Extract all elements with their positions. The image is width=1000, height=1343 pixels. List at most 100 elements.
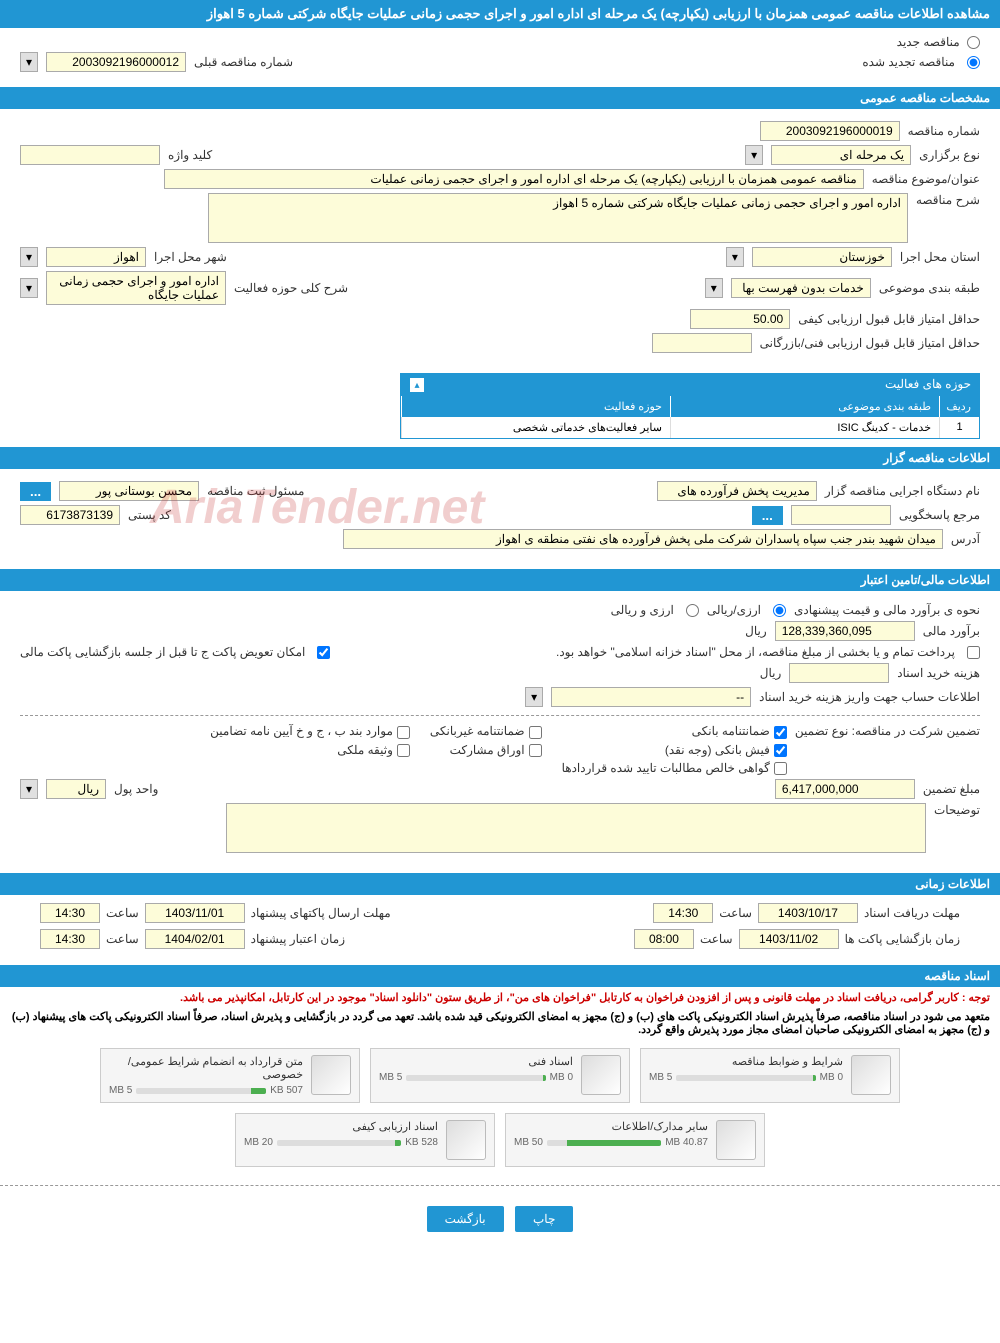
- exec-field: مدیریت پخش فرآورده های: [657, 481, 817, 501]
- folder-icon: [311, 1055, 351, 1095]
- activity-table: حوزه های فعالیت ▴ ردیف طبقه بندی موضوعی …: [400, 373, 980, 439]
- postal-field: 6173873139: [20, 505, 120, 525]
- label-submit-time: ساعت: [106, 906, 139, 920]
- label-open: زمان بازگشایی پاکت ها: [845, 932, 960, 946]
- label-contact: مرجع پاسخگویی: [899, 508, 980, 522]
- city-dropdown-icon[interactable]: ▾: [20, 247, 38, 267]
- label-valid: زمان اعتبار پیشنهاد: [251, 932, 345, 946]
- docs-notice-2: متعهد می شود در اسناد مناقصه، صرفاً پذیر…: [0, 1008, 1000, 1038]
- label-category: طبقه بندی موضوعی: [879, 281, 980, 295]
- label-min-tech: حداقل امتیاز قابل قبول ارزیابی فنی/بازرگ…: [760, 336, 980, 350]
- doc-title: اسناد ارزیابی کیفی: [244, 1120, 438, 1133]
- radio-new-tender[interactable]: [967, 36, 980, 49]
- valid-time: 14:30: [40, 929, 100, 949]
- label-exec: نام دستگاه اجرایی مناقصه گزار: [825, 484, 980, 498]
- check-payment-note[interactable]: [967, 646, 980, 659]
- currency-unit-field: ریال: [46, 779, 106, 799]
- section-general: شماره مناقصه 2003092196000019 نوع برگزار…: [0, 109, 1000, 365]
- section-organizer: نام دستگاه اجرایی مناقصه گزار مدیریت پخش…: [0, 469, 1000, 561]
- valid-date: 1404/02/01: [145, 929, 245, 949]
- g-bank: ضمانتنامه بانکی: [692, 724, 770, 738]
- cell-cat: خدمات - کدینگ ISIC: [670, 417, 939, 438]
- resp-browse-button[interactable]: ...: [20, 482, 51, 501]
- tender-type-radios: مناقصه جدید مناقصه تجدید شده شماره مناقص…: [0, 28, 1000, 79]
- g-property: وثیقه ملکی: [337, 743, 393, 757]
- currency-dropdown-icon[interactable]: ▾: [20, 779, 38, 799]
- docs-notice-1: توجه : کاربر گرامی، دریافت اسناد در مهلت…: [0, 987, 1000, 1008]
- cell-field: سایر فعالیت‌های خدماتی شخصی: [401, 417, 670, 438]
- progress-bar: [547, 1140, 661, 1146]
- prev-number-dropdown-icon[interactable]: ▾: [20, 52, 38, 72]
- doc-title: اسناد فنی: [379, 1055, 573, 1068]
- check-securities[interactable]: [529, 744, 542, 757]
- account-field: --: [551, 687, 751, 707]
- account-dropdown-icon[interactable]: ▾: [525, 687, 543, 707]
- field-desc-field: اداره امور و اجرای حجمی زمانی عملیات جای…: [46, 271, 226, 305]
- g-items: موارد بند ب ، ج و خ آیین نامه تضامین: [210, 724, 393, 738]
- province-dropdown-icon[interactable]: ▾: [726, 247, 744, 267]
- doc-max: 20 MB: [244, 1137, 273, 1148]
- radio-mixed[interactable]: [686, 604, 699, 617]
- radio-currency[interactable]: [773, 604, 786, 617]
- contact-field[interactable]: [791, 505, 891, 525]
- doc-card[interactable]: اسناد ارزیابی کیفی 528 KB 20 MB: [235, 1113, 495, 1167]
- col-field: حوزه فعالیت: [401, 396, 670, 417]
- label-guarantee-amount: مبلغ تضمین: [923, 782, 980, 796]
- check-items[interactable]: [397, 726, 410, 739]
- category-dropdown-icon[interactable]: ▾: [705, 278, 723, 298]
- doc-title: سایر مدارک/اطلاعات: [514, 1120, 708, 1133]
- doc-cost-field[interactable]: [789, 663, 889, 683]
- label-guarantee-type: تضمین شرکت در مناقصه: نوع تضمین: [795, 724, 980, 738]
- doc-size: 40.87 MB: [665, 1137, 708, 1148]
- doc-size: 0 MB: [820, 1072, 843, 1083]
- estimate-field: 128,339,360,095: [775, 621, 915, 641]
- doc-max: 5 MB: [649, 1072, 672, 1083]
- collapse-icon[interactable]: ▴: [409, 377, 425, 393]
- label-doc-cost: هزینه خرید اسناد: [897, 666, 980, 680]
- address-field: میدان شهید بندر جنب سپاه پاسداران شرکت م…: [343, 529, 943, 549]
- open-date: 1403/11/02: [739, 929, 839, 949]
- separator-2: [0, 1185, 1000, 1186]
- type-dropdown-icon[interactable]: ▾: [745, 145, 763, 165]
- label-tender-number: شماره مناقصه: [908, 124, 980, 138]
- min-tech-field[interactable]: [652, 333, 752, 353]
- remarks-field[interactable]: [226, 803, 926, 853]
- open-time: 08:00: [634, 929, 694, 949]
- keyword-field[interactable]: [20, 145, 160, 165]
- label-desc: شرح مناقصه: [916, 193, 980, 207]
- section-financial: نحوه ی برآورد مالی و قیمت پیشنهادی ارزی/…: [0, 591, 1000, 865]
- tender-number-field: 2003092196000019: [760, 121, 900, 141]
- doc-card[interactable]: اسناد فنی0 MB5 MB: [370, 1048, 630, 1103]
- doc-meta: 507 KB5 MB: [109, 1085, 303, 1096]
- swap-note: امکان تعویض پاکت ج تا قبل از جلسه بازگشا…: [20, 645, 305, 659]
- doc-card[interactable]: سایر مدارک/اطلاعات40.87 MB50 MB: [505, 1113, 765, 1167]
- doc-max: 5 MB: [109, 1085, 132, 1096]
- label-estimate: برآورد مالی: [923, 624, 980, 638]
- submit-time: 14:30: [40, 903, 100, 923]
- section-timing-header: اطلاعات زمانی: [0, 873, 1000, 895]
- label-opt-currency: ارزی/ریالی: [707, 603, 761, 617]
- label-keyword: کلید واژه: [168, 148, 212, 162]
- doc-card[interactable]: متن قرارداد به انضمام شرایط عمومی/خصوصی5…: [100, 1048, 360, 1103]
- check-bank[interactable]: [774, 726, 787, 739]
- doc-card[interactable]: شرایط و ضوابط مناقصه0 MB5 MB: [640, 1048, 900, 1103]
- label-resp: مسئول ثبت مناقصه: [207, 484, 304, 498]
- doc-size: 528 KB: [405, 1137, 438, 1148]
- g-nonbank: ضمانتنامه غیربانکی: [430, 724, 525, 738]
- print-button[interactable]: چاپ: [515, 1206, 573, 1232]
- check-swap[interactable]: [317, 646, 330, 659]
- check-receivables[interactable]: [774, 762, 787, 775]
- contact-browse-button[interactable]: ...: [752, 506, 783, 525]
- check-property[interactable]: [397, 744, 410, 757]
- check-fish[interactable]: [774, 744, 787, 757]
- radio-renewed-tender[interactable]: [967, 56, 980, 69]
- page-title: مشاهده اطلاعات مناقصه عمومی همزمان با ار…: [207, 6, 990, 21]
- back-button[interactable]: بازگشت: [427, 1206, 504, 1232]
- check-nonbank[interactable]: [529, 726, 542, 739]
- field-desc-dropdown-icon[interactable]: ▾: [20, 278, 38, 298]
- page-title-bar: مشاهده اطلاعات مناقصه عمومی همزمان با ار…: [0, 0, 1000, 28]
- progress-bar: [277, 1140, 401, 1146]
- doc-info: اسناد فنی0 MB5 MB: [379, 1055, 573, 1096]
- label-remarks: توضیحات: [934, 803, 980, 817]
- section-organizer-header: اطلاعات مناقصه گزار: [0, 447, 1000, 469]
